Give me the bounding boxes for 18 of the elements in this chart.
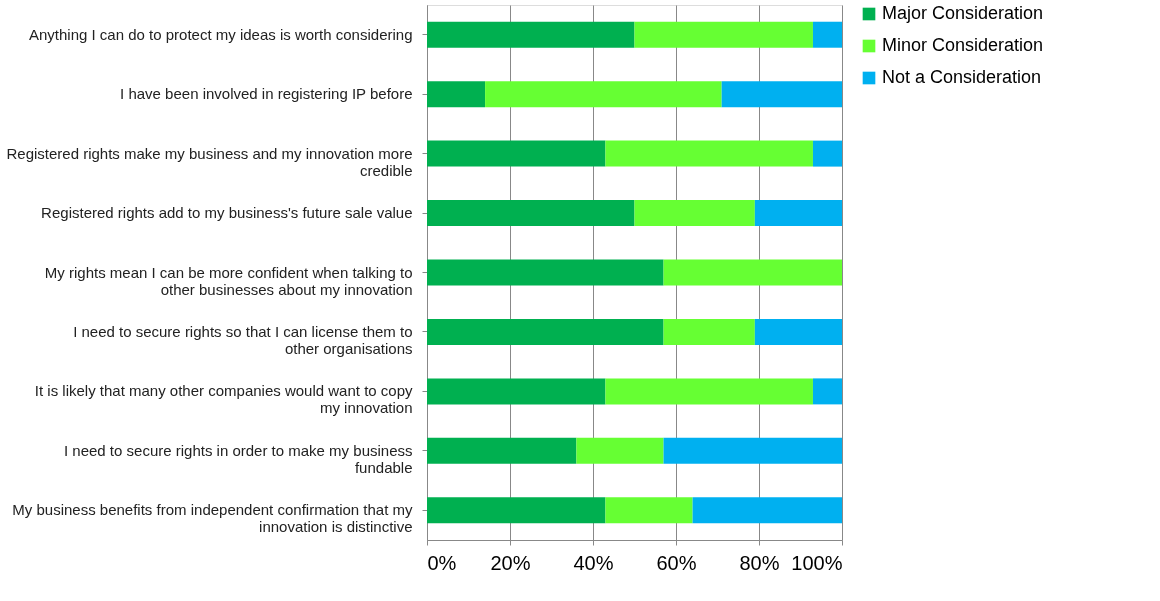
y-tick-label: Registered rights add to my business's future sale value (41, 204, 413, 222)
y-tick-label: I need to secure rights so that I can license them to other organisations (73, 322, 413, 357)
x-tick-label: 60% (656, 551, 697, 574)
x-tick-label: 0% (427, 551, 457, 574)
x-tick-label: 100% (791, 551, 843, 574)
y-tick-label: I need to secure rights in order to make my business fundable (63, 441, 413, 476)
y-tick-label: My business benefits from independent confirmation that my innovation is distinctive (12, 501, 413, 536)
y-tick-label: My rights mean I can be more confident when talking to other businesses about my innovation (44, 263, 413, 298)
y-tick-label: I have been involved in registering IP before (120, 85, 413, 103)
x-tick-label: 40% (573, 551, 614, 574)
legend-label: Major Consideration (882, 3, 1044, 23)
y-tick-label: Registered rights make my business and my innovation more credible (6, 144, 413, 179)
x-tick-label: 80% (739, 551, 780, 574)
legend-label: Minor Consideration (882, 35, 1044, 55)
legend-label: Not a Consideration (882, 67, 1042, 87)
x-tick-label: 20% (490, 551, 531, 574)
y-tick-label: Anything I can do to protect my ideas is worth considering (28, 25, 413, 43)
y-tick-label: It is likely that many other companies would want to copy my innovation (34, 382, 413, 417)
